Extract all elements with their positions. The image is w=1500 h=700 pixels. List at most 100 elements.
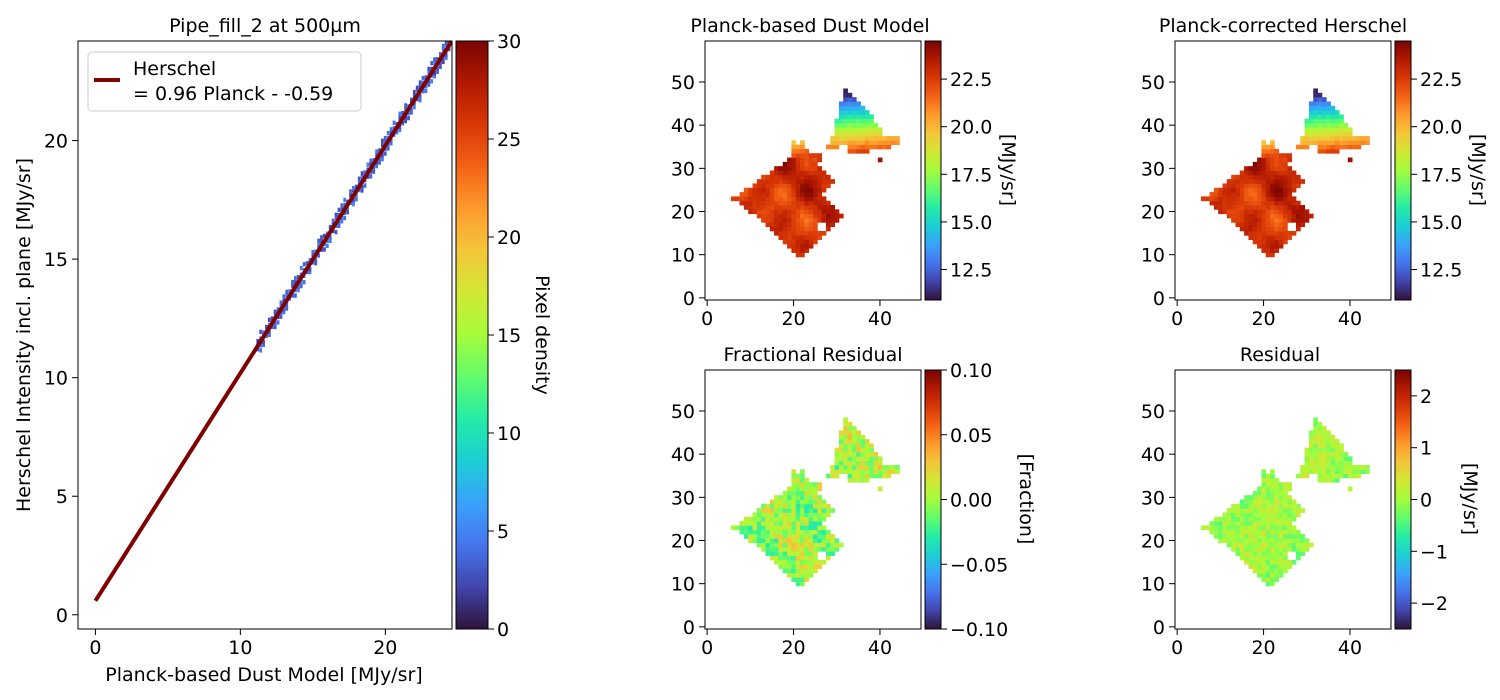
map-pixel: [847, 434, 853, 440]
map-pixel: [808, 490, 814, 496]
map-pixel: [1222, 209, 1228, 215]
map-pixel: [752, 538, 758, 544]
map-pixel: [808, 153, 814, 158]
density-bin: [421, 75, 425, 81]
map-pixel: [1308, 469, 1314, 474]
map-pixel: [813, 226, 818, 232]
density-bin: [381, 138, 384, 143]
map-pixel: [782, 174, 788, 180]
map-pixel: [804, 217, 810, 223]
map-pixel: [1265, 581, 1271, 587]
map-pixel: [1274, 248, 1280, 253]
map-pixel: [843, 127, 848, 133]
map-pixel: [1239, 512, 1245, 518]
map-pixel: [1235, 551, 1241, 557]
map-pixel: [1334, 131, 1340, 137]
colorbar-tick-label: 25: [497, 129, 521, 151]
map-pixel: [1326, 110, 1331, 115]
map-pixel: [1252, 235, 1258, 240]
map-pixel: [795, 534, 801, 539]
map-pixel: [1300, 473, 1305, 479]
map-pixel: [1270, 205, 1275, 210]
colorbar-tick-label: −0.10: [950, 619, 1008, 641]
y-tick-label: 30: [1141, 487, 1165, 509]
map-pixel: [791, 161, 797, 167]
density-bin: [282, 294, 286, 299]
map-pixel: [1226, 209, 1232, 215]
density-bin: [262, 339, 265, 345]
colorbar-tick-label: 22.5: [950, 69, 992, 91]
x-tick-label: 0: [1171, 637, 1183, 659]
map-pixel: [1270, 243, 1275, 249]
map-pixel: [813, 174, 818, 180]
map-pixel: [1356, 464, 1362, 470]
map-pixel: [1239, 529, 1245, 535]
map-pixel: [1222, 192, 1228, 197]
map-pixel: [1244, 555, 1249, 561]
density-bin: [337, 207, 341, 213]
map-pixel: [1265, 157, 1271, 163]
map-pixel: [1274, 572, 1280, 578]
density-bin: [430, 79, 434, 84]
map-pixel: [843, 417, 848, 423]
map-pixel: [834, 546, 840, 552]
map-pixel: [834, 144, 840, 150]
map-pixel: [795, 200, 801, 206]
map-pixel: [795, 248, 801, 253]
map-pixel: [1343, 127, 1349, 133]
map-pixel: [825, 183, 831, 189]
map-pixel: [774, 213, 779, 219]
map-pixel: [774, 534, 779, 539]
map-pixel: [1304, 209, 1310, 215]
map-pixel: [1252, 205, 1258, 210]
map-pixel: [795, 503, 801, 509]
map-pixel: [791, 512, 797, 518]
map-pixel: [860, 110, 866, 115]
map-pixel: [838, 452, 844, 457]
map-pixel: [791, 559, 797, 565]
map-pixel: [808, 166, 814, 171]
colorbar-gradient: [455, 40, 489, 630]
map-pixel: [864, 460, 870, 466]
map-pixel: [795, 157, 801, 163]
map-pixel: [774, 179, 779, 184]
map-pixel: [817, 192, 823, 197]
map-pixel: [752, 183, 758, 189]
map-pixel: [761, 512, 766, 518]
map-pixel: [847, 452, 853, 457]
map-pixel: [886, 469, 892, 474]
density-bin: [308, 257, 312, 263]
map-pixel: [800, 572, 805, 578]
map-pixel: [1334, 473, 1340, 479]
density-bin: [267, 317, 271, 323]
map-pixel: [787, 503, 792, 509]
map-pixel: [787, 187, 792, 193]
map-pixel: [1252, 179, 1258, 184]
map-pixel: [1244, 521, 1249, 526]
colorbar-label: Pixel density: [531, 275, 553, 395]
map-pixel: [1278, 572, 1284, 578]
map-pixel: [1239, 516, 1245, 522]
map-pixel: [778, 529, 784, 535]
map-pixel: [864, 140, 870, 145]
map-pixel: [782, 179, 788, 184]
map-pixel: [1326, 443, 1331, 449]
map-pixel: [1200, 525, 1206, 531]
map-pixel: [782, 555, 788, 561]
map-pixel: [761, 546, 766, 552]
map-pixel: [1278, 239, 1284, 245]
map-pixel: [864, 114, 870, 120]
map-pixel: [1244, 222, 1249, 228]
map-pixel: [804, 521, 810, 526]
map-pixel: [1213, 192, 1219, 197]
map-pixel: [808, 508, 814, 513]
density-bin: [383, 151, 387, 156]
map-pixel: [804, 170, 810, 176]
map-pixel: [1308, 439, 1314, 444]
map-pixel: [877, 473, 883, 479]
map-pixel: [1265, 516, 1271, 522]
map-pixel: [791, 473, 797, 479]
map-pixel: [791, 469, 797, 474]
map-pixel: [808, 213, 814, 219]
map-pixel: [795, 217, 801, 223]
